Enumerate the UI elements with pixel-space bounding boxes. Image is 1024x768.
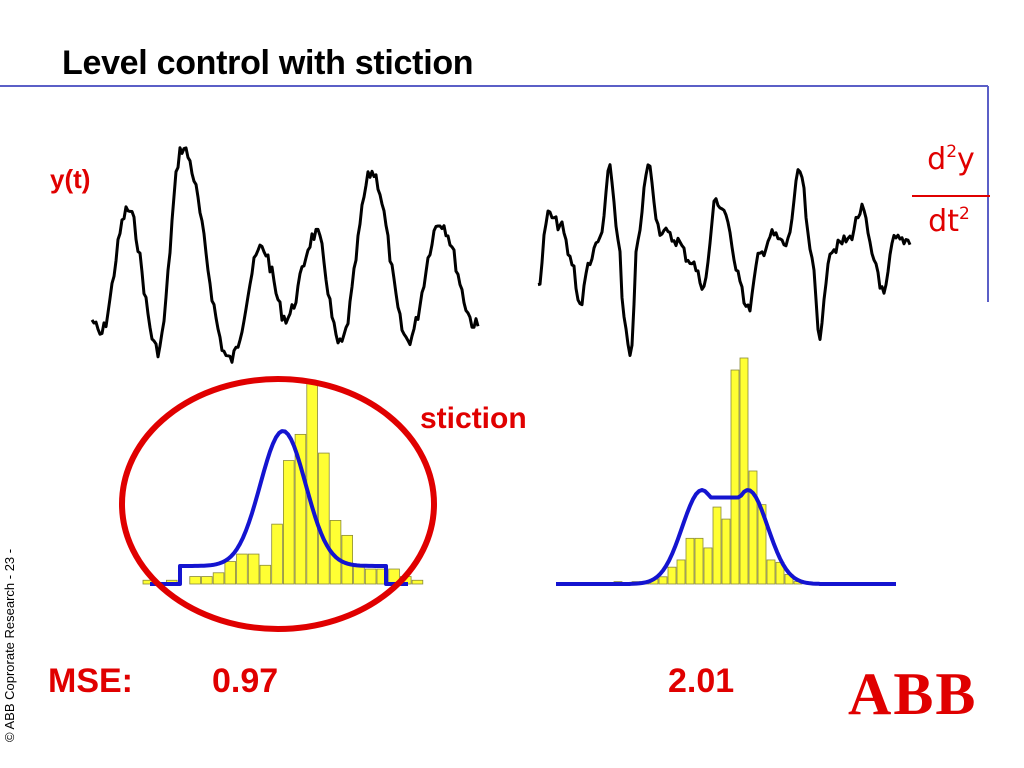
signal-label: y(t) (50, 164, 91, 194)
histogram-bar (667, 566, 677, 585)
histogram-bar (411, 579, 424, 585)
histogram-bar (658, 576, 668, 585)
histogram-bar (201, 576, 213, 585)
derivative-denominator: dt2 (904, 204, 994, 239)
histogram-bar (748, 470, 758, 585)
highlight-ellipse (119, 376, 437, 632)
slide-title: Level control with stiction (62, 44, 474, 82)
histogram-bar (712, 506, 722, 585)
derivative-denominator-exponent: 2 (958, 204, 970, 224)
histogram-bar (364, 568, 377, 585)
signal-trace-right (537, 163, 912, 357)
histogram-left (142, 381, 424, 585)
histogram-right (613, 357, 803, 585)
signal-trace-left (90, 146, 480, 364)
histogram-bar (236, 553, 248, 585)
histogram-bar (189, 576, 201, 585)
histogram-bar (757, 504, 767, 585)
derivative-denominator-dt: dt (928, 204, 959, 239)
derivative-numerator-var: y (957, 142, 975, 177)
histogram-bar (676, 559, 686, 585)
abb-logo: ABB (848, 664, 978, 720)
histogram-bar (318, 452, 330, 585)
histogram-bar (247, 553, 260, 585)
fit-curve-left (150, 429, 408, 586)
histogram-bar (294, 433, 307, 585)
fit-curve-right (556, 488, 896, 586)
mse-value-left: 0.97 (212, 662, 279, 700)
derivative-numerator-d: d (927, 142, 947, 177)
histogram-bar (271, 523, 283, 585)
mse-label: MSE: (48, 662, 133, 700)
histogram-bar (224, 561, 236, 585)
histogram-bar (341, 534, 353, 585)
histogram-bar (282, 460, 295, 585)
histogram-bar (694, 537, 704, 585)
histogram-bar (703, 547, 713, 585)
histogram-bar (739, 357, 749, 585)
histogram-bar (685, 537, 695, 585)
footer-copyright: © ABB Coprorate Research - 23 - (2, 548, 17, 742)
stiction-label: stiction (420, 402, 527, 435)
histogram-bar (353, 564, 365, 585)
histogram-bar (766, 559, 776, 585)
histogram-bar (730, 369, 740, 585)
derivative-numerator: d2y (906, 142, 996, 177)
histogram-bar (212, 572, 225, 585)
histogram-bar (306, 381, 318, 585)
histogram-bar (721, 518, 731, 585)
derivative-numerator-exponent: 2 (946, 142, 958, 162)
mse-value-right: 2.01 (668, 662, 735, 700)
histogram-bar (259, 564, 272, 585)
